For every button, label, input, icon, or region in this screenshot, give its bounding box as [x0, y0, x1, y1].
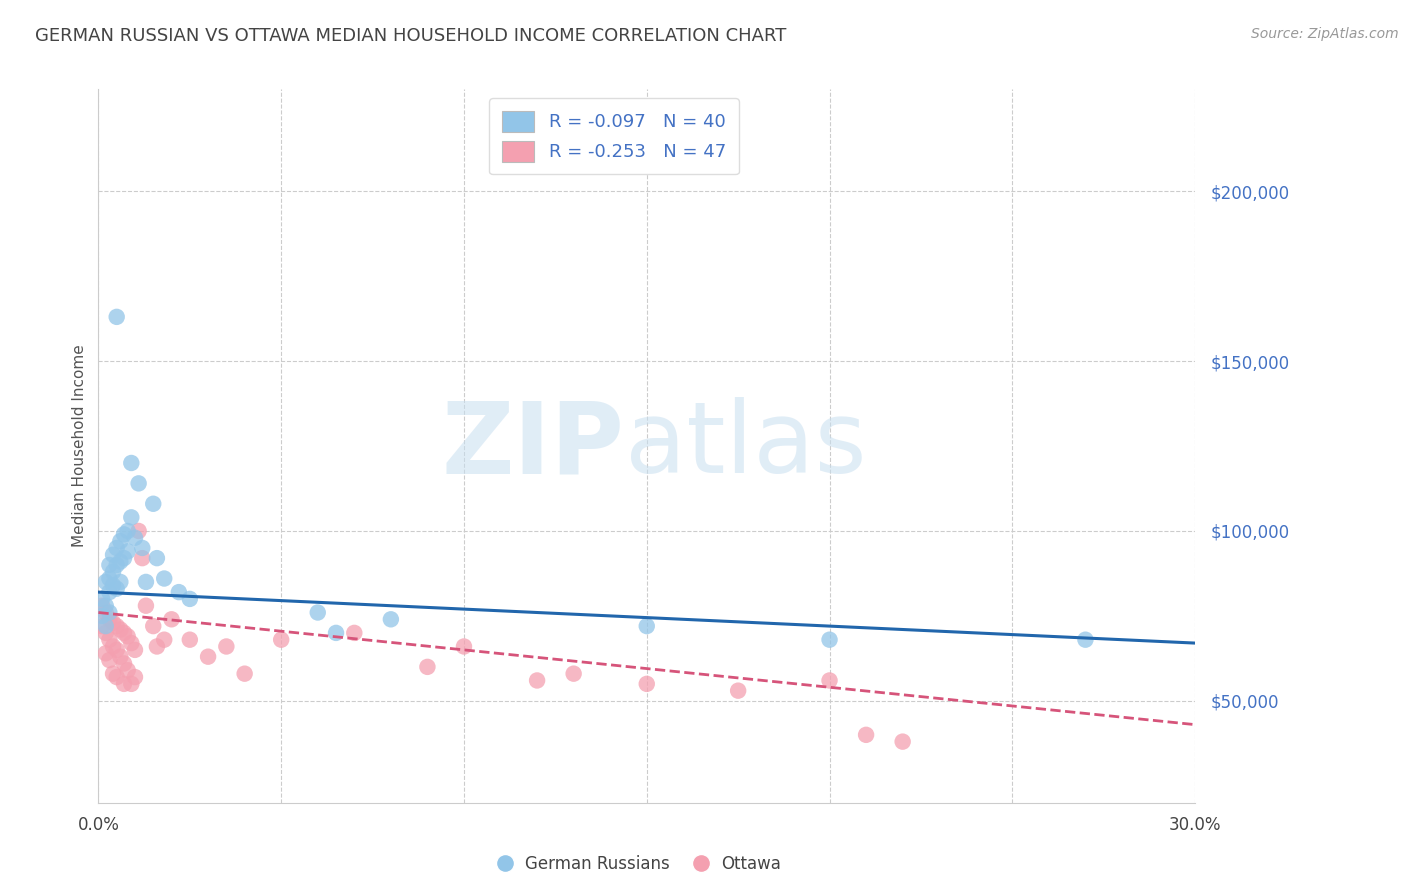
Point	[142, 619, 165, 633]
Point	[98, 606, 121, 620]
Point	[146, 551, 169, 566]
Point	[128, 476, 150, 491]
Point	[112, 677, 135, 691]
Point	[179, 632, 201, 647]
Point	[818, 632, 841, 647]
Point	[94, 606, 117, 620]
Point	[112, 551, 135, 566]
Point	[101, 548, 124, 562]
Point	[105, 582, 128, 596]
Point	[98, 572, 121, 586]
Point	[325, 626, 347, 640]
Point	[110, 623, 132, 637]
Point	[142, 497, 165, 511]
Point	[1074, 632, 1097, 647]
Point	[124, 670, 146, 684]
Point	[105, 643, 128, 657]
Point	[124, 531, 146, 545]
Point	[110, 649, 132, 664]
Point	[818, 673, 841, 688]
Point	[891, 734, 914, 748]
Text: atlas: atlas	[624, 398, 866, 494]
Y-axis label: Median Household Income: Median Household Income	[72, 344, 87, 548]
Point	[105, 541, 128, 555]
Point	[105, 619, 128, 633]
Point	[94, 599, 117, 613]
Point	[179, 591, 201, 606]
Legend: German Russians, Ottawa: German Russians, Ottawa	[492, 848, 787, 880]
Point	[91, 591, 114, 606]
Point	[117, 524, 139, 538]
Point	[112, 527, 135, 541]
Point	[101, 578, 124, 592]
Point	[105, 310, 128, 324]
Point	[380, 612, 402, 626]
Point	[233, 666, 256, 681]
Point	[98, 632, 121, 647]
Point	[110, 534, 132, 549]
Point	[105, 670, 128, 684]
Point	[416, 660, 439, 674]
Point	[120, 510, 142, 524]
Point	[101, 666, 124, 681]
Point	[153, 632, 176, 647]
Point	[128, 524, 150, 538]
Point	[135, 599, 157, 613]
Point	[94, 626, 117, 640]
Point	[135, 574, 157, 589]
Point	[101, 640, 124, 654]
Point	[94, 646, 117, 660]
Point	[110, 574, 132, 589]
Point	[562, 666, 585, 681]
Point	[98, 653, 121, 667]
Point	[636, 677, 658, 691]
Point	[197, 649, 219, 664]
Point	[160, 612, 183, 626]
Point	[855, 728, 877, 742]
Point	[94, 619, 117, 633]
Point	[526, 673, 548, 688]
Point	[98, 612, 121, 626]
Point	[120, 636, 142, 650]
Text: Source: ZipAtlas.com: Source: ZipAtlas.com	[1251, 27, 1399, 41]
Point	[636, 619, 658, 633]
Point	[453, 640, 475, 654]
Point	[307, 606, 329, 620]
Point	[131, 541, 153, 555]
Point	[112, 626, 135, 640]
Point	[98, 585, 121, 599]
Point	[98, 558, 121, 572]
Point	[94, 574, 117, 589]
Text: ZIP: ZIP	[441, 398, 624, 494]
Point	[110, 555, 132, 569]
Point	[167, 585, 190, 599]
Point	[146, 640, 169, 654]
Point	[101, 615, 124, 630]
Point	[215, 640, 238, 654]
Point	[105, 558, 128, 572]
Point	[153, 572, 176, 586]
Point	[91, 599, 114, 613]
Point	[120, 456, 142, 470]
Point	[91, 608, 114, 623]
Point	[120, 677, 142, 691]
Point	[117, 544, 139, 558]
Point	[117, 629, 139, 643]
Point	[131, 551, 153, 566]
Point	[124, 643, 146, 657]
Text: GERMAN RUSSIAN VS OTTAWA MEDIAN HOUSEHOLD INCOME CORRELATION CHART: GERMAN RUSSIAN VS OTTAWA MEDIAN HOUSEHOL…	[35, 27, 786, 45]
Point	[727, 683, 749, 698]
Point	[91, 619, 114, 633]
Point	[343, 626, 366, 640]
Point	[101, 565, 124, 579]
Point	[117, 663, 139, 677]
Point	[270, 632, 292, 647]
Legend: R = -0.097   N = 40, R = -0.253   N = 47: R = -0.097 N = 40, R = -0.253 N = 47	[489, 98, 738, 174]
Point	[112, 657, 135, 671]
